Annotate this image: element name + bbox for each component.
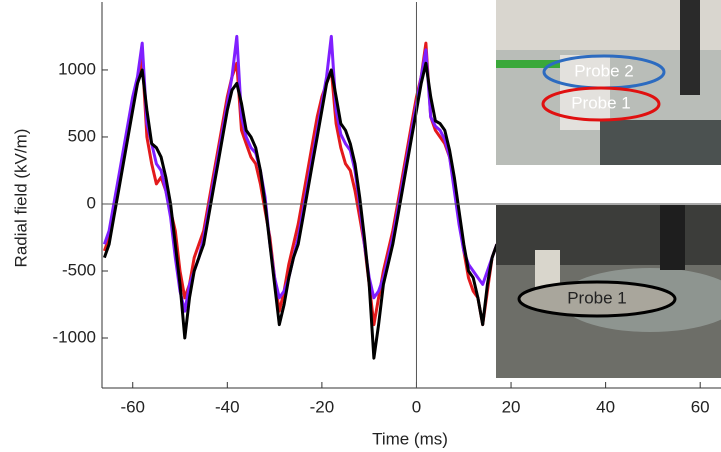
annotation: Probe 1 [571, 93, 631, 112]
x-tick-label: 0 [412, 397, 421, 416]
photo-electrode [680, 0, 700, 95]
x-tick-label: -20 [310, 397, 335, 416]
y-tick-label: -1000 [53, 327, 96, 346]
y-tick-label: -500 [62, 260, 96, 279]
y-tick-label: 0 [87, 193, 96, 212]
photo-dish [600, 120, 721, 165]
x-axis-title: Time (ms) [372, 429, 448, 448]
x-tick-label: 60 [691, 397, 710, 416]
x-tick-label: 40 [596, 397, 615, 416]
photo-background [496, 205, 721, 265]
y-axis-title: Radial field (kV/m) [11, 129, 30, 268]
axes: -60 -40 -20 0 20 40 60 -1000 -500 0 500 1000 [53, 2, 721, 416]
y-tick-label: 1000 [58, 59, 96, 78]
ellipse [541, 86, 661, 122]
x-tick-label: -60 [120, 397, 145, 416]
series-line [102, 34, 499, 313]
y-tick-label: 500 [68, 126, 96, 145]
series-line [102, 61, 499, 360]
annotation: Probe 1 [567, 288, 627, 307]
x-tick-label: -40 [215, 397, 240, 416]
annotation: Probe 2 [574, 61, 634, 80]
plot-lines [102, 2, 721, 388]
photo-cable [496, 60, 596, 68]
x-tick-label: 20 [502, 397, 521, 416]
axis-labels: Time (ms) Radial field (kV/m) [11, 129, 447, 449]
inset-top: Probe 2 Probe 1 [496, 0, 721, 165]
photo-electrode [660, 205, 685, 270]
ellipse [517, 280, 677, 318]
inset-bottom: Probe 1 [496, 205, 721, 378]
